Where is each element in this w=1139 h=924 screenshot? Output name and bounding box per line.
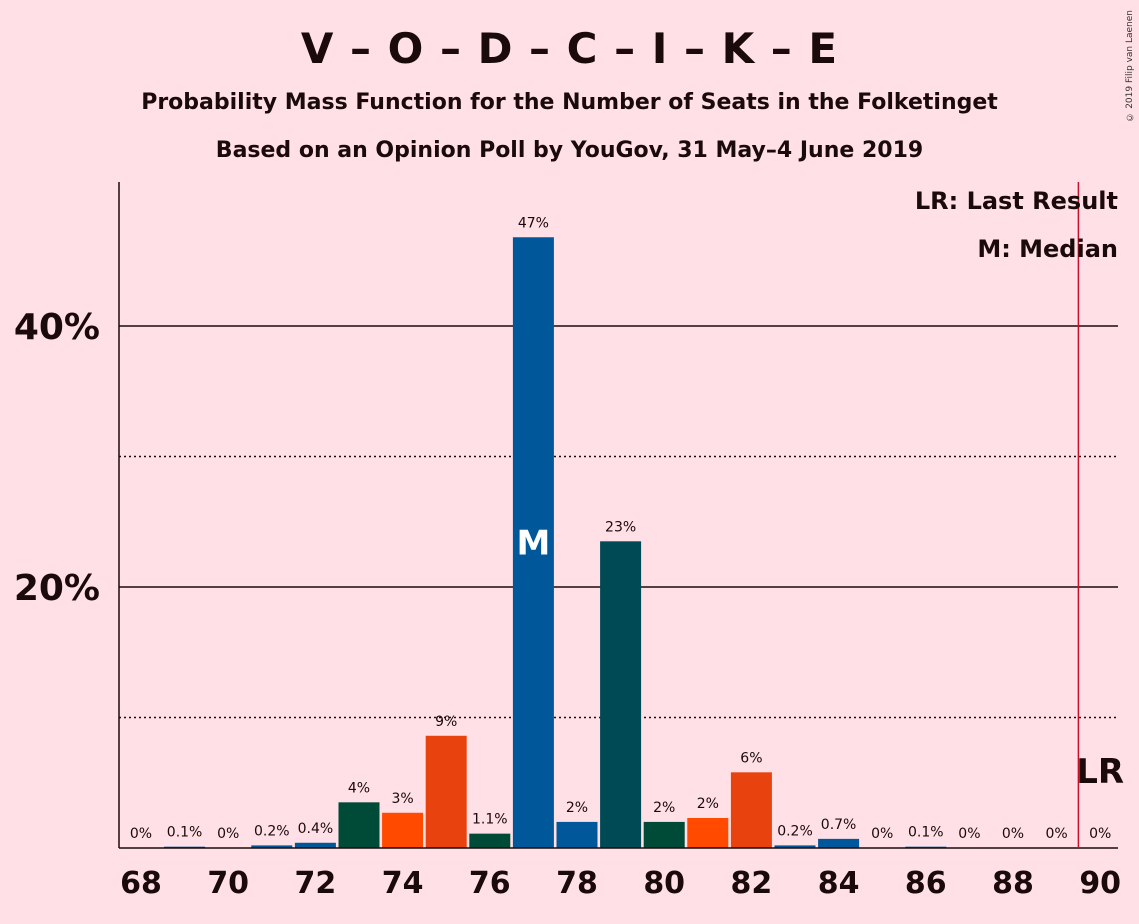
- x-tick-label: 80: [643, 866, 685, 901]
- x-tick-label: 86: [905, 866, 947, 901]
- x-tick-label: 74: [382, 866, 424, 901]
- x-tick-label: 68: [120, 866, 162, 901]
- bar-seat-75: [425, 735, 467, 848]
- chart-title: V – O – D – C – I – K – E: [300, 24, 839, 73]
- bar-label-seat-82: 6%: [740, 750, 762, 766]
- bar-seat-79: [600, 541, 642, 848]
- bar-seat-72: [294, 842, 336, 848]
- bar-label-seat-84: 0.7%: [821, 817, 857, 833]
- bar-label-seat-74: 3%: [391, 791, 413, 807]
- bars: [164, 237, 947, 848]
- chart-subtitle: Probability Mass Function for the Number…: [141, 90, 998, 115]
- bar-seat-78: [556, 821, 598, 848]
- median-marker: M: [516, 524, 550, 564]
- bar-seat-77: [512, 237, 554, 848]
- bar-label-seat-83: 0.2%: [777, 823, 813, 839]
- bar-seat-76: [469, 833, 511, 848]
- bar-seat-81: [687, 817, 729, 848]
- x-tick-label: 76: [469, 866, 511, 901]
- bar-seat-82: [730, 772, 772, 848]
- bar-seat-73: [338, 802, 380, 848]
- x-tick-label: 82: [731, 866, 773, 901]
- y-tick-label: 20%: [14, 568, 100, 609]
- bar-label-seat-89: 0%: [1045, 826, 1067, 842]
- bar-label-background: [515, 212, 552, 233]
- bar-label-seat-86: 0.1%: [908, 825, 944, 841]
- bar-label-seat-69: 0.1%: [167, 825, 203, 841]
- bar-label-seat-71: 0.2%: [254, 823, 290, 839]
- x-tick-label: 72: [295, 866, 337, 901]
- bar-label-seat-81: 2%: [697, 796, 719, 812]
- bar-label-seat-75: 9%: [435, 714, 457, 730]
- x-tick-label: 84: [818, 866, 860, 901]
- bar-label-seat-87: 0%: [958, 826, 980, 842]
- bar-label-seat-80: 2%: [653, 800, 675, 816]
- bar-labels: 0% 0.1% 0% 0.2% 0.4% 4% 3% 9% 1.1% 47% 2% 23% 2% 2% 6%…: [130, 212, 1111, 842]
- bar-label-seat-72: 0.4%: [298, 821, 334, 837]
- bar-seat-80: [643, 821, 685, 848]
- bar-label-seat-73: 4%: [348, 780, 370, 796]
- legend-last-result: LR: Last Result: [915, 187, 1118, 215]
- bar-label-seat-85: 0%: [871, 826, 893, 842]
- axes: 20% 40% 68 70 72 74 76 78 80 82 84 86 88 90 LR: [14, 182, 1124, 901]
- bar-label-seat-78: 2%: [566, 800, 588, 816]
- bar-label-seat-76: 1.1%: [472, 812, 508, 828]
- bar-seat-71: [251, 845, 293, 848]
- last-result-marker: LR: [1076, 752, 1124, 792]
- chart-subtitle-source: Based on an Opinion Poll by YouGov, 31 M…: [215, 138, 924, 163]
- bar-label-seat-90: 0%: [1089, 826, 1111, 842]
- y-tick-label: 40%: [14, 307, 100, 348]
- x-tick-label: 88: [992, 866, 1034, 901]
- x-tick-label: 70: [207, 866, 249, 901]
- bar-seat-83: [774, 845, 816, 848]
- legend-median: M: Median: [977, 235, 1118, 263]
- x-tick-label: 90: [1079, 866, 1121, 901]
- bar-label-seat-68: 0%: [130, 826, 152, 842]
- bar-label-seat-77: 47%: [518, 215, 549, 231]
- bar-label-seat-79: 23%: [605, 519, 636, 535]
- bar-label-seat-88: 0%: [1002, 826, 1024, 842]
- x-tick-label: 78: [556, 866, 598, 901]
- bar-seat-74: [382, 812, 424, 848]
- bar-label-seat-70: 0%: [217, 826, 239, 842]
- bar-seat-84: [818, 838, 860, 848]
